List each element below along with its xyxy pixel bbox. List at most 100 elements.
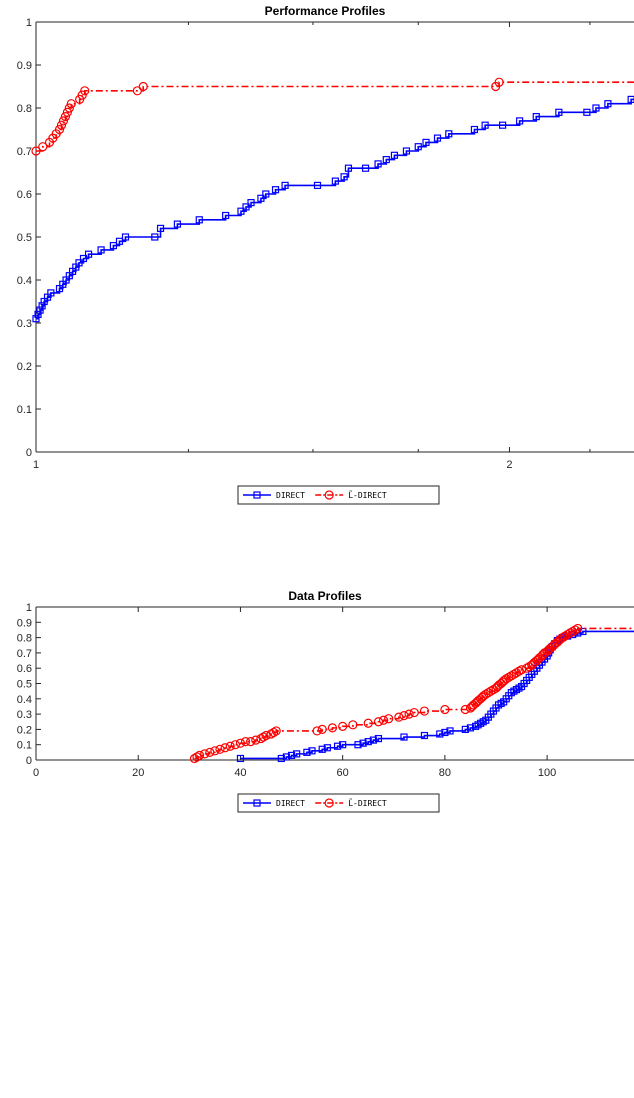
data-point [414,143,422,151]
data-point [481,121,489,129]
data-point [501,674,511,684]
data-point [532,655,542,666]
data-point [261,730,271,741]
data-point [323,744,331,752]
y-tick-label: 0.5 [17,679,32,691]
y-tick-label: 0.2 [17,361,32,373]
data-point [236,754,245,763]
data-point [573,623,583,634]
data-point [361,164,370,172]
y-tick-label: 0.7 [17,648,32,660]
data-point [470,698,481,708]
data-point [97,246,105,254]
data-point [247,199,255,207]
series-l-direct [31,77,634,156]
data-point [313,181,322,189]
y-tick-label: 0.9 [17,617,32,629]
data-point [257,194,265,202]
data-point [200,749,210,759]
data-point [327,723,338,733]
data-point [511,668,522,678]
data-point [359,739,367,747]
data-point [476,694,486,704]
data-point [75,259,83,267]
y-tick-label: 0.6 [17,663,32,675]
data-point [494,77,504,87]
data-point [237,207,245,215]
legend-marker [324,798,334,808]
data-point [38,142,48,152]
data-point [31,146,41,156]
data-point [537,651,547,661]
data-point [441,728,449,737]
data-point [465,703,476,713]
data-point [60,111,71,122]
legend-label: L̃-DIRECT [348,798,387,808]
data-point [552,637,562,647]
data-point [194,750,205,761]
x-tick-label: 0 [33,767,39,779]
data-point [509,669,519,679]
data-point [506,671,516,681]
data-point [205,747,215,757]
data-point [109,242,118,250]
data-point [258,732,269,742]
data-point [38,302,46,310]
data-point [364,738,372,746]
data-point [461,725,469,734]
data-point [557,632,568,643]
data-point [400,733,408,741]
data-point [215,744,225,754]
legend-marker [324,490,334,500]
data-point [56,120,67,130]
data-point [399,711,409,721]
data-point [499,675,509,686]
data-point [331,177,339,185]
data-point [173,220,182,228]
series-l-direct [189,623,634,764]
data-point [436,730,444,738]
y-tick-label: 1 [26,17,32,29]
data-point [281,181,289,189]
data-point [79,254,88,263]
data-point [483,688,493,698]
data-point [433,134,442,142]
data-point [394,712,404,722]
data-point [271,186,280,194]
data-point [404,709,414,719]
data-point [115,237,124,245]
data-point [210,746,220,756]
data-point [333,742,342,750]
data-point [222,211,230,220]
y-tick-label: 0.1 [17,404,32,416]
data-point [348,720,358,730]
x-tick-label: 100 [538,767,556,779]
performance-profiles-chart: Performance Profiles 0 0.1 0.2 0.3 0.4 0.5 0.6 0… [17,4,634,505]
data-point [409,707,419,718]
data-point [555,108,563,116]
data-point [246,737,256,747]
data-point [354,741,362,749]
data-point [235,738,246,748]
legend-marker [253,799,261,807]
data-point [156,224,165,232]
data-point [293,750,301,758]
data-point [516,665,527,675]
y-tick-label: 0.8 [17,633,32,645]
data-point [481,689,491,699]
y-tick-label: 1 [26,602,32,614]
data-point [570,625,580,635]
data-point [84,250,93,258]
data-point [470,125,479,134]
data-profiles-chart: Data Profiles 0 0.1 0.2 0.3 0.4 0.5 0.6 0.7 0.8 0.… [17,589,634,813]
data-point [220,743,230,753]
data-point [277,754,285,763]
data-point [535,652,545,663]
x-tick-label: 20 [132,767,144,779]
x-tick-label: 1 [33,459,39,471]
data-point [384,714,394,724]
data-point [242,203,250,211]
legend: DIRECT L̃-DIRECT [237,793,440,813]
data-point [446,727,454,735]
data-point [373,717,384,727]
